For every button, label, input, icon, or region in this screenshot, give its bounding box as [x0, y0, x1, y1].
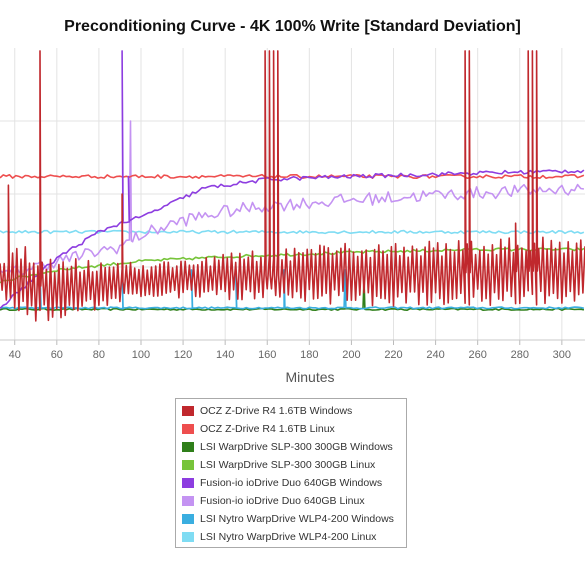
- legend-swatch: [182, 406, 194, 416]
- series-line-5: [0, 50, 585, 310]
- x-tick-label: 160: [258, 349, 276, 361]
- legend-swatch: [182, 424, 194, 434]
- legend-swatch: [182, 496, 194, 506]
- legend-label: Fusion-io ioDrive Duo 640GB Linux: [200, 495, 365, 507]
- x-tick-label: 60: [51, 349, 63, 361]
- legend-swatch: [182, 460, 194, 470]
- series-line-1: [0, 50, 585, 322]
- x-tick-labels: 40 60 80 100 120 140 160 180 200 220 240 260 280 300: [9, 349, 571, 361]
- x-tick-label: 260: [469, 349, 487, 361]
- legend-label: OCZ Z-Drive R4 1.6TB Windows: [200, 405, 353, 417]
- legend-item[interactable]: Fusion-io ioDrive Duo 640GB Windows: [182, 474, 382, 492]
- legend-swatch: [182, 514, 194, 524]
- x-tick-label: 120: [174, 349, 192, 361]
- x-tick-label: 100: [132, 349, 150, 361]
- legend-item[interactable]: LSI WarpDrive SLP-300 300GB Windows: [182, 438, 393, 456]
- chart-title: Preconditioning Curve - 4K 100% Write [S…: [64, 18, 521, 35]
- legend-label: LSI WarpDrive SLP-300 300GB Linux: [200, 459, 376, 471]
- legend-item[interactable]: OCZ Z-Drive R4 1.6TB Windows: [182, 402, 352, 420]
- legend-item[interactable]: LSI WarpDrive SLP-300 300GB Linux: [182, 456, 375, 474]
- legend-item[interactable]: LSI Nytro WarpDrive WLP4-200 Windows: [182, 510, 394, 528]
- legend-label: OCZ Z-Drive R4 1.6TB Linux: [200, 423, 335, 435]
- legend-label: Fusion-io ioDrive Duo 640GB Windows: [200, 477, 383, 489]
- series-line-4: [0, 247, 585, 284]
- x-tick-label: 220: [384, 349, 402, 361]
- x-tick-label: 280: [511, 349, 529, 361]
- legend-label: LSI Nytro WarpDrive WLP4-200 Windows: [200, 513, 394, 525]
- legend-item[interactable]: LSI Nytro WarpDrive WLP4-200 Linux: [182, 528, 376, 546]
- legend-swatch: [182, 442, 194, 452]
- x-tick-label: 240: [426, 349, 444, 361]
- x-tick-label: 40: [9, 349, 21, 361]
- x-tick-label: 80: [93, 349, 105, 361]
- legend-label: LSI Nytro WarpDrive WLP4-200 Linux: [200, 531, 377, 543]
- legend-item[interactable]: OCZ Z-Drive R4 1.6TB Linux: [182, 420, 335, 438]
- series-line-6: [0, 120, 585, 276]
- series-line-3: [0, 277, 585, 311]
- x-tick-label: 300: [553, 349, 571, 361]
- legend-swatch: [182, 532, 194, 542]
- series-line-8: [0, 229, 585, 235]
- legend-label: LSI WarpDrive SLP-300 300GB Windows: [200, 441, 393, 453]
- series-line-2: [0, 173, 585, 179]
- x-tick-label: 140: [216, 349, 234, 361]
- legend-swatch: [182, 478, 194, 488]
- legend-item[interactable]: Fusion-io ioDrive Duo 640GB Linux: [182, 492, 365, 510]
- series-layer: [0, 50, 585, 322]
- x-tick-label: 180: [300, 349, 318, 361]
- chart-legend: OCZ Z-Drive R4 1.6TB Windows OCZ Z-Drive …: [175, 398, 407, 548]
- x-axis-label: Minutes: [285, 369, 335, 385]
- x-tick-label: 200: [342, 349, 360, 361]
- chart-plot: 40 60 80 100 120 140 160 180 200 220 240 260 280 300: [0, 48, 585, 361]
